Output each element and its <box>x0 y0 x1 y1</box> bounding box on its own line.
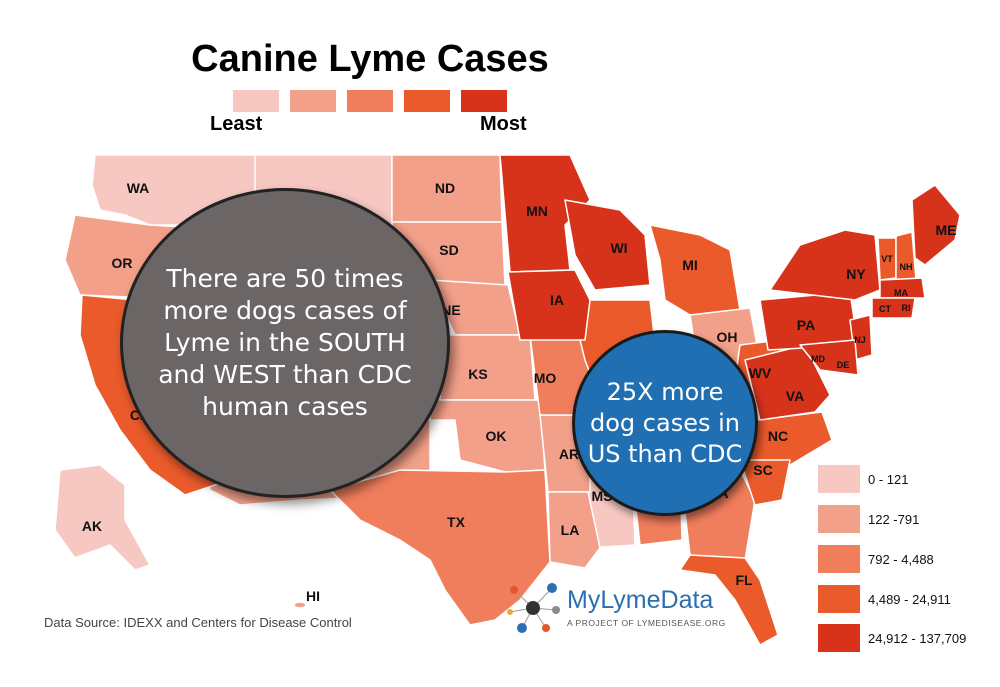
state-nh <box>895 231 917 281</box>
legend-swatch <box>818 585 860 613</box>
label-oh: OH <box>717 329 738 345</box>
scale-box-5 <box>461 90 507 112</box>
label-mi: MI <box>682 257 698 273</box>
label-sc: SC <box>753 462 772 478</box>
label-md: MD <box>811 354 825 364</box>
label-ia: IA <box>550 292 564 308</box>
legend-swatch <box>818 465 860 493</box>
scale-box-3 <box>347 90 393 112</box>
label-wv: WV <box>749 365 772 381</box>
scale-box-1 <box>233 90 279 112</box>
label-de: DE <box>837 360 850 370</box>
label-tx: TX <box>447 514 466 530</box>
label-vt: VT <box>881 254 893 264</box>
south-west-callout: There are 50 times more dogs cases of Ly… <box>120 188 450 498</box>
state-md-de <box>799 339 859 376</box>
label-la: LA <box>561 522 580 538</box>
label-ar: AR <box>559 446 579 462</box>
label-nj: NJ <box>854 335 866 345</box>
label-ny: NY <box>846 266 866 282</box>
legend-item-1: 0 - 121 <box>818 465 908 493</box>
state-hi <box>293 601 307 609</box>
tick-network-logo-icon <box>507 583 560 633</box>
label-nc: NC <box>768 428 788 444</box>
state-tx <box>329 469 551 626</box>
us-callout: 25X more dog cases in US than CDC <box>572 330 758 516</box>
state-wi <box>564 199 651 291</box>
scale-box-2 <box>290 90 336 112</box>
legend-label: 792 - 4,488 <box>868 551 934 567</box>
scale-most-label: Most <box>480 113 527 135</box>
label-fl: FL <box>735 572 753 588</box>
label-pa: PA <box>797 317 815 333</box>
label-hi: HI <box>306 588 320 604</box>
label-me: ME <box>936 222 957 238</box>
label-nd: ND <box>435 180 455 196</box>
state-ct-ri <box>871 297 916 319</box>
us-callout-text: 25X more dog cases in US than CDC <box>587 377 743 468</box>
south-west-callout-text: There are 50 times more dogs cases of Ly… <box>158 264 412 421</box>
legend-label: 24,912 - 137,709 <box>868 630 967 646</box>
legend-label: 4,489 - 24,911 <box>868 591 951 607</box>
label-or: OR <box>112 255 133 271</box>
legend-item-5: 24,912 - 137,709 <box>818 624 966 652</box>
logo-tagline: A PROJECT OF LYMEDISEASE.ORG <box>567 618 726 628</box>
data-source-note: Data Source: IDEXX and Centers for Disea… <box>44 615 352 630</box>
label-wi: WI <box>610 240 627 256</box>
label-mn: MN <box>526 203 548 219</box>
legend-item-3: 792 - 4,488 <box>818 545 934 573</box>
label-ks: KS <box>468 366 487 382</box>
label-sd: SD <box>439 242 458 258</box>
legend-swatch <box>818 545 860 573</box>
state-sc <box>739 459 791 506</box>
label-nh: NH <box>900 262 913 272</box>
state-ny <box>769 229 881 301</box>
legend-label: 0 - 121 <box>868 471 909 487</box>
map-title: Canine Lyme Cases <box>191 38 549 80</box>
state-fl <box>679 554 779 646</box>
legend-item-4: 4,489 - 24,911 <box>818 585 951 613</box>
state-ia <box>507 269 591 341</box>
state-ak <box>54 464 151 571</box>
label-ok: OK <box>486 428 507 444</box>
logo-name: MyLymeData <box>567 586 714 614</box>
legend-label: 122 -791 <box>868 511 920 527</box>
label-va: VA <box>786 388 804 404</box>
legend-item-2: 122 -791 <box>818 505 919 533</box>
legend-swatch <box>818 505 860 533</box>
scale-box-4 <box>404 90 450 112</box>
scale-least-label: Least <box>210 113 263 135</box>
label-ak: AK <box>82 518 102 534</box>
label-ri: RI <box>902 303 911 313</box>
state-me <box>911 184 961 266</box>
label-ma: MA <box>894 288 908 298</box>
label-wa: WA <box>127 180 150 196</box>
label-ct: CT <box>879 304 891 314</box>
legend-swatch <box>818 624 860 652</box>
state-ma <box>879 277 926 299</box>
label-mo: MO <box>534 370 557 386</box>
